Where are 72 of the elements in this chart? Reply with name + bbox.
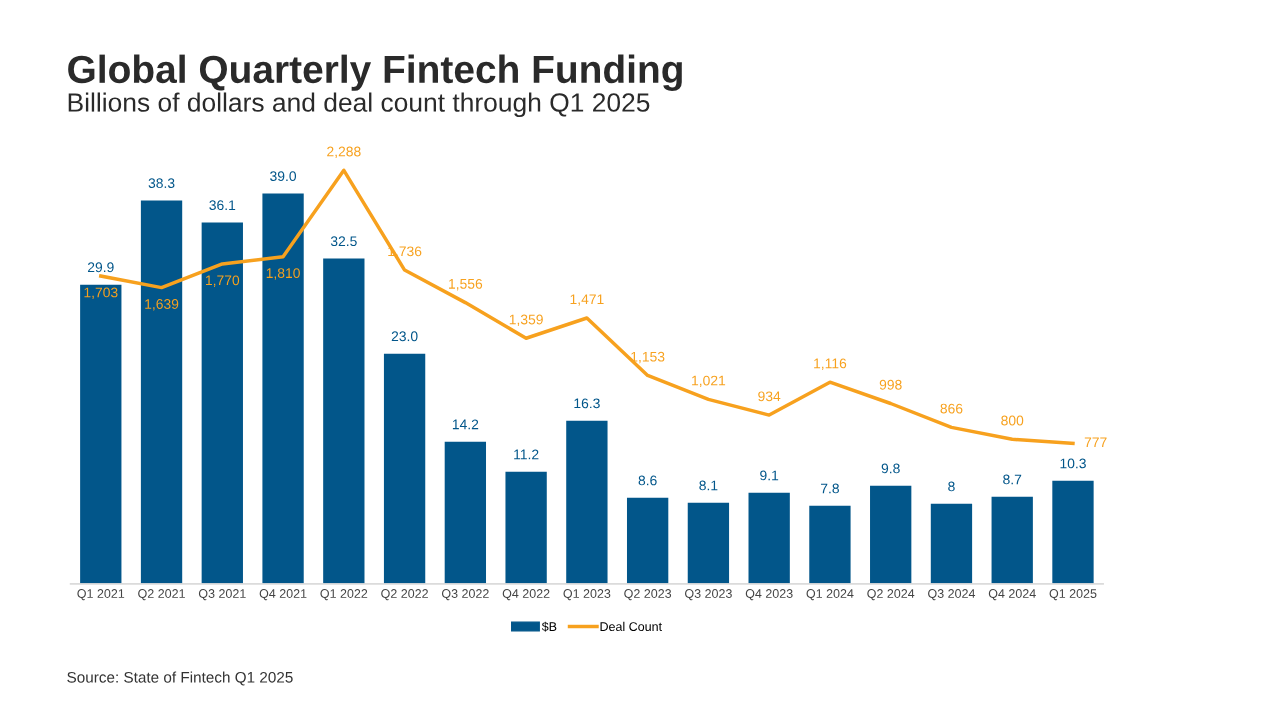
bar (505, 471, 547, 584)
bar (201, 222, 243, 584)
x-tick-label: Q2 2021 (138, 589, 185, 601)
x-tick-label: Q4 2022 (502, 589, 550, 601)
data-label: 1,021 (692, 375, 726, 388)
x-tick-label: Q2 2022 (381, 589, 428, 601)
bar (870, 485, 912, 584)
bar (809, 505, 851, 584)
legend-label: $B (541, 621, 557, 632)
bar (930, 503, 973, 584)
chart-title: Global Quarterly Fintech Funding (68, 54, 682, 92)
data-label: 2,288 (327, 146, 361, 159)
data-label: 777 (1084, 437, 1107, 448)
data-label: 8 (948, 481, 955, 492)
legend-label: Deal Count (600, 621, 662, 632)
data-label: 1,116 (814, 358, 847, 370)
data-label: 866 (940, 403, 963, 414)
x-tick-label: Q3 2022 (441, 589, 489, 601)
data-label: 8.1 (699, 480, 718, 491)
data-label: 38.3 (148, 178, 175, 189)
data-label: 10.3 (1060, 458, 1086, 469)
data-label: 14.2 (452, 419, 479, 430)
data-label: 29.9 (87, 262, 114, 273)
data-label: 998 (879, 379, 902, 390)
x-tick-label: Q2 2024 (867, 589, 915, 601)
bar (383, 353, 426, 584)
bar (991, 496, 1033, 584)
data-label: 8.6 (638, 475, 657, 486)
x-tick-label: Q4 2024 (988, 589, 1036, 601)
data-label: 7.8 (820, 483, 839, 494)
data-label: 1,359 (509, 314, 543, 327)
data-label: 800 (1001, 415, 1024, 426)
bar (140, 200, 183, 584)
data-label: 32.5 (330, 236, 357, 247)
x-tick-label: Q4 2021 (259, 589, 307, 601)
data-label: 1,703 (84, 287, 118, 299)
data-label: 1,471 (570, 294, 604, 306)
source-note: Source: State of Fintech Q1 2025 (67, 671, 293, 686)
data-label: 1,153 (631, 351, 665, 364)
bar (566, 420, 608, 584)
bar (626, 497, 669, 584)
x-tick-label: Q1 2023 (563, 589, 611, 601)
data-label: 1,770 (205, 275, 240, 287)
bar (444, 441, 487, 584)
data-label: 8.7 (1003, 474, 1022, 485)
data-label: 9.8 (881, 463, 900, 474)
x-tick-label: Q2 2023 (624, 589, 672, 601)
data-label: 23.0 (391, 331, 418, 342)
data-label: 1,810 (266, 268, 300, 280)
x-tick-label: Q3 2023 (685, 589, 732, 601)
x-tick-label: Q4 2023 (745, 589, 793, 601)
data-label: 934 (758, 391, 781, 402)
data-label: 9.1 (760, 470, 779, 481)
data-label: 1,639 (145, 299, 179, 311)
bar (262, 193, 304, 584)
x-tick-label: Q1 2025 (1049, 589, 1097, 601)
chart-subtitle: Billions of dollars and deal count through Q1 2025 (68, 92, 650, 118)
bar (323, 258, 365, 584)
data-label: 1,556 (449, 278, 483, 291)
bar (1052, 480, 1094, 584)
x-tick-label: Q1 2024 (806, 589, 854, 601)
bar (80, 284, 122, 584)
data-label: 16.3 (574, 398, 600, 409)
x-tick-label: Q3 2021 (198, 589, 246, 601)
x-tick-label: Q3 2024 (928, 589, 976, 601)
x-tick-label: Q1 2022 (320, 589, 368, 601)
bar (748, 492, 790, 584)
data-label: 36.1 (209, 200, 236, 211)
x-tick-label: Q1 2021 (77, 589, 125, 601)
data-label: 11.2 (514, 449, 539, 460)
bar (687, 502, 730, 584)
data-label: 39.0 (270, 171, 297, 182)
